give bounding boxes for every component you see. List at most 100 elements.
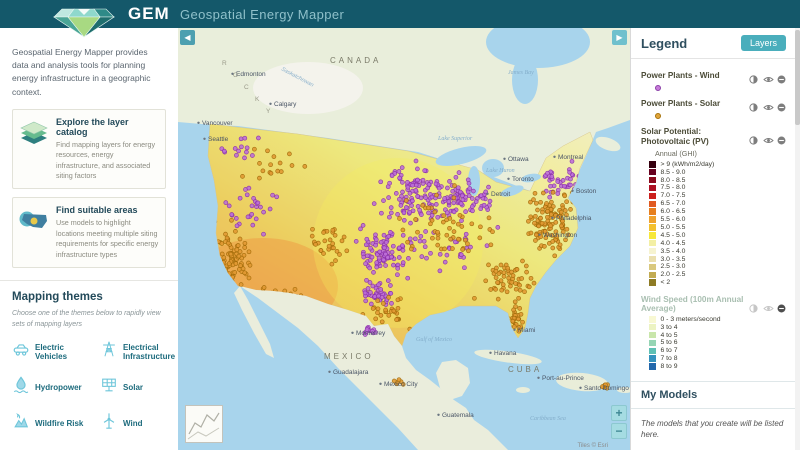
solar-plant-dot[interactable]: [560, 218, 565, 224]
wind-plant-dot[interactable]: [458, 201, 464, 207]
wind-plant-dot[interactable]: [560, 178, 566, 183]
solar-plant-dot[interactable]: [242, 270, 248, 276]
solar-plant-dot[interactable]: [553, 220, 559, 225]
wind-plant-dot[interactable]: [368, 245, 373, 251]
wind-plant-dot[interactable]: [376, 293, 381, 299]
wind-plant-dot[interactable]: [383, 240, 389, 245]
visibility-icon[interactable]: [763, 300, 774, 311]
wind-plant-dot[interactable]: [555, 191, 561, 196]
solar-plant-dot[interactable]: [504, 289, 510, 295]
solar-plant-dot[interactable]: [332, 232, 338, 238]
solar-plant-dot[interactable]: [513, 281, 518, 286]
theme-electric-vehicles[interactable]: Electric Vehicles: [12, 340, 98, 363]
solar-plant-dot[interactable]: [430, 235, 435, 241]
solar-plant-dot[interactable]: [235, 243, 241, 248]
solar-plant-dot[interactable]: [549, 199, 554, 205]
wind-plant-dot[interactable]: [413, 188, 419, 193]
wind-plant-dot[interactable]: [261, 209, 266, 215]
solar-plant-dot[interactable]: [397, 216, 402, 221]
wind-plant-dot[interactable]: [244, 149, 249, 155]
solar-plant-dot[interactable]: [236, 253, 242, 259]
wind-plant-dot[interactable]: [236, 148, 241, 154]
solar-plant-dot[interactable]: [536, 223, 542, 229]
solar-plant-dot[interactable]: [238, 282, 244, 287]
wind-plant-dot[interactable]: [373, 237, 379, 242]
solar-plant-dot[interactable]: [495, 296, 501, 302]
wind-plant-dot[interactable]: [408, 220, 413, 226]
wind-plant-dot[interactable]: [381, 257, 386, 263]
solar-plant-dot[interactable]: [447, 225, 452, 231]
solar-plant-dot[interactable]: [240, 174, 245, 179]
solar-plant-dot[interactable]: [469, 221, 475, 227]
solar-plant-dot[interactable]: [548, 207, 554, 212]
wind-plant-dot[interactable]: [423, 195, 428, 200]
solar-plant-dot[interactable]: [520, 258, 525, 264]
wind-plant-dot[interactable]: [405, 184, 411, 190]
solar-plant-dot[interactable]: [490, 229, 495, 235]
solar-plant-dot[interactable]: [257, 175, 262, 181]
wind-plant-dot[interactable]: [463, 231, 469, 237]
solar-plant-dot[interactable]: [395, 305, 401, 311]
solar-plant-dot[interactable]: [331, 245, 336, 251]
wind-plant-dot[interactable]: [237, 195, 243, 201]
solar-plant-dot[interactable]: [557, 242, 563, 248]
wind-plant-dot[interactable]: [450, 188, 456, 194]
solar-plant-dot[interactable]: [511, 307, 516, 313]
solar-plant-dot[interactable]: [568, 207, 573, 212]
solar-plant-dot[interactable]: [403, 198, 409, 203]
wind-plant-dot[interactable]: [417, 207, 422, 213]
solar-plant-dot[interactable]: [240, 266, 246, 272]
solar-plant-dot[interactable]: [225, 240, 231, 246]
solar-plant-dot[interactable]: [493, 287, 498, 292]
solar-plant-dot[interactable]: [246, 249, 252, 255]
wind-plant-dot[interactable]: [445, 185, 450, 191]
wind-plant-dot[interactable]: [255, 200, 261, 206]
wind-plant-dot[interactable]: [417, 238, 423, 244]
wind-plant-dot[interactable]: [453, 174, 459, 180]
solar-plant-dot[interactable]: [330, 241, 336, 246]
solar-plant-dot[interactable]: [486, 215, 492, 221]
solar-plant-dot[interactable]: [386, 295, 391, 300]
solar-plant-dot[interactable]: [435, 229, 440, 235]
wind-plant-dot[interactable]: [569, 158, 575, 164]
solar-plant-dot[interactable]: [441, 213, 446, 218]
solar-plant-dot[interactable]: [292, 286, 298, 292]
contrast-icon[interactable]: [749, 99, 758, 112]
wind-plant-dot[interactable]: [486, 184, 491, 190]
solar-plant-dot[interactable]: [444, 232, 450, 238]
solar-plant-dot[interactable]: [600, 384, 605, 389]
wind-plant-dot[interactable]: [376, 282, 381, 288]
wind-plant-dot[interactable]: [452, 239, 458, 245]
wind-plant-dot[interactable]: [363, 261, 368, 267]
solar-plant-dot[interactable]: [318, 248, 324, 253]
remove-layer-icon[interactable]: [777, 71, 786, 84]
solar-plant-dot[interactable]: [501, 270, 507, 275]
wind-plant-dot[interactable]: [363, 242, 369, 248]
solar-plant-dot[interactable]: [517, 287, 523, 293]
wind-plant-dot[interactable]: [267, 206, 273, 212]
wind-plant-dot[interactable]: [415, 166, 420, 172]
panel-scrollbar-thumb[interactable]: [795, 30, 800, 125]
solar-plant-dot[interactable]: [326, 243, 332, 249]
solar-plant-dot[interactable]: [523, 263, 529, 269]
wind-plant-dot[interactable]: [374, 260, 380, 265]
theme-solar[interactable]: Solar: [100, 376, 175, 399]
wind-plant-dot[interactable]: [274, 194, 280, 200]
solar-plant-dot[interactable]: [466, 248, 471, 254]
solar-plant-dot[interactable]: [508, 283, 513, 289]
solar-plant-dot[interactable]: [518, 311, 524, 317]
wind-plant-dot[interactable]: [462, 265, 467, 271]
solar-plant-dot[interactable]: [517, 282, 522, 288]
solar-plant-dot[interactable]: [546, 241, 552, 246]
solar-plant-dot[interactable]: [528, 230, 534, 236]
solar-plant-dot[interactable]: [535, 207, 540, 213]
wind-plant-dot[interactable]: [270, 192, 275, 198]
remove-layer-icon[interactable]: [777, 300, 786, 313]
wind-plant-dot[interactable]: [391, 262, 396, 268]
wind-plant-dot[interactable]: [358, 226, 363, 232]
wind-plant-dot[interactable]: [455, 185, 461, 191]
wind-plant-dot[interactable]: [466, 180, 472, 186]
find-suitable-areas-card[interactable]: Find suitable areas Use models to highli…: [12, 197, 166, 269]
wind-plant-dot[interactable]: [428, 250, 433, 256]
solar-plant-dot[interactable]: [450, 246, 455, 251]
